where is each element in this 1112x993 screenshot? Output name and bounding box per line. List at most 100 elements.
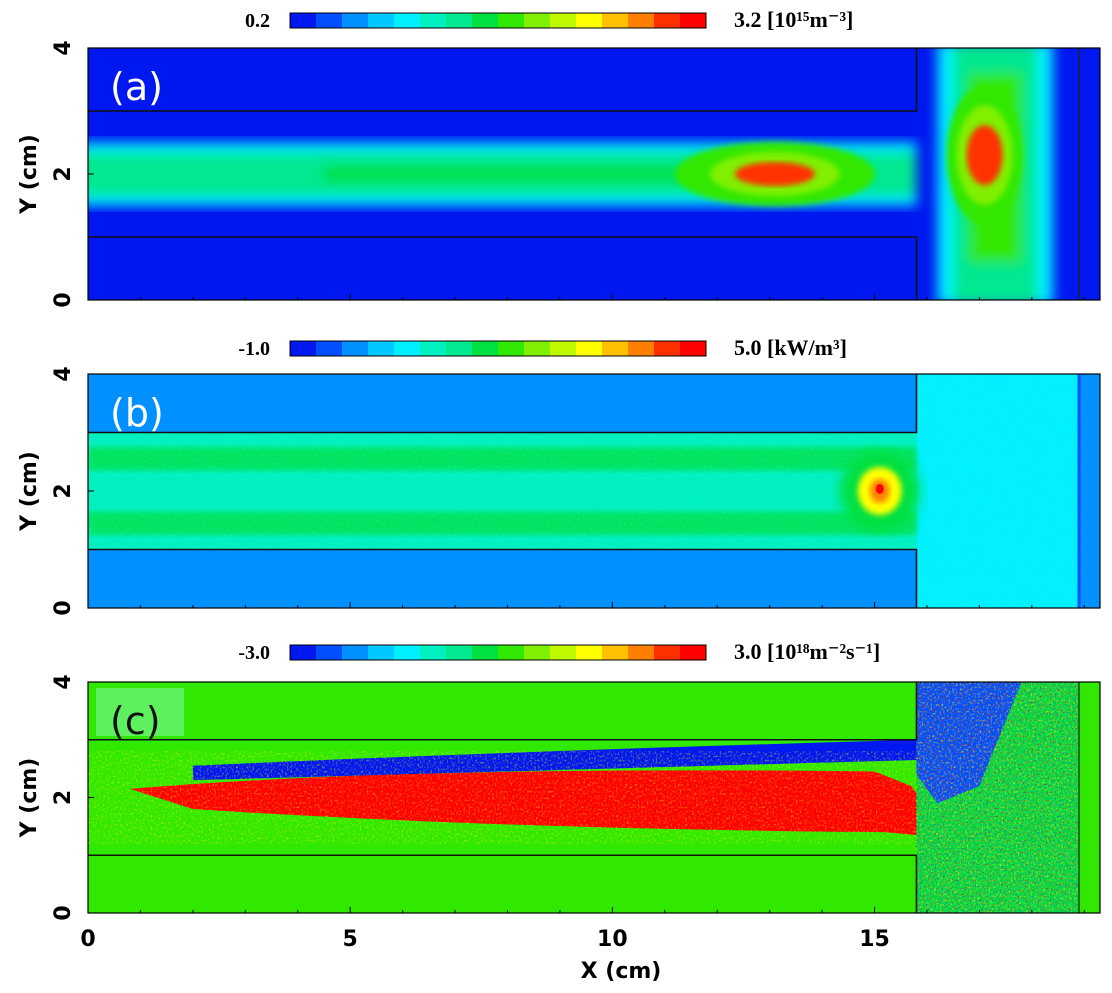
x-tick-label: 5 — [343, 927, 358, 952]
colorbar-swatch — [524, 13, 551, 28]
heating-peak — [839, 451, 920, 531]
panel-a: 0.2 3.2 [10¹⁵m⁻³] (a) Y (cm) 0 2 4 — [17, 7, 1101, 308]
colorbar-swatch — [628, 645, 655, 660]
colorbar-swatch — [368, 341, 395, 356]
colorbar-border — [289, 12, 707, 29]
colorbar-swatch — [576, 13, 603, 28]
colorbar: -1.0 5.0 [kW/m³] — [238, 335, 847, 360]
colorbar-swatch — [602, 13, 629, 28]
colorbar-swatch — [472, 645, 499, 660]
density-peak — [946, 85, 1023, 226]
plume-noise — [916, 374, 1080, 608]
colorbar-swatch — [602, 645, 629, 660]
colorbar-swatch — [498, 341, 525, 356]
panel-label-bg — [96, 688, 184, 736]
colorbar-swatch — [654, 645, 681, 660]
electrode-lower — [88, 855, 917, 913]
panel-label: (a) — [110, 65, 163, 109]
colorbar-swatch — [550, 341, 577, 356]
colorbar-swatch — [576, 645, 603, 660]
x-tick-label: 10 — [597, 927, 628, 952]
colorbar-swatch — [524, 341, 551, 356]
y-tick-label: 4 — [51, 40, 76, 55]
colorbar-swatch — [394, 341, 421, 356]
channel-noise — [88, 751, 917, 844]
panel-c: -3.0 3.0 [10¹⁸m⁻²s⁻¹] (c) Y (cm) 0 2 4 0 5 10 15 X … — [17, 639, 1101, 984]
colorbar-swatch — [368, 13, 395, 28]
plume-noise-red — [916, 682, 1080, 913]
y-tick-label: 2 — [51, 166, 76, 181]
electrode-outline — [88, 548, 918, 608]
channel-noise — [88, 432, 917, 550]
electrode-outline — [88, 682, 918, 741]
electrode-lower — [88, 237, 917, 300]
colorbar: 0.2 3.2 [10¹⁵m⁻³] — [245, 7, 853, 32]
colorbar-swatch — [550, 13, 577, 28]
plot-area — [88, 682, 1100, 913]
y-tick-label: 0 — [51, 600, 76, 615]
x-tick-label: 15 — [859, 927, 890, 952]
colorbar-swatch — [498, 13, 525, 28]
colorbar-swatch — [342, 645, 369, 660]
electrode-outline — [88, 48, 918, 112]
plot-area — [88, 374, 1100, 608]
colorbar-swatch — [628, 13, 655, 28]
colorbar-swatch — [498, 645, 525, 660]
colorbar-swatch — [680, 341, 707, 356]
colorbar-swatch — [290, 13, 317, 28]
y-axis-label: Y (cm) — [17, 134, 42, 215]
electrode-outline — [88, 374, 918, 434]
colorbar-swatch — [342, 341, 369, 356]
colorbar-swatch — [680, 645, 707, 660]
colorbar-min-label: -1.0 — [238, 338, 270, 360]
colorbar-swatch — [368, 645, 395, 660]
x-tick-label: 0 — [80, 927, 95, 952]
colorbar-swatch — [420, 13, 447, 28]
colorbar-swatch — [394, 13, 421, 28]
colorbar-swatch — [420, 341, 447, 356]
panel-label: (c) — [110, 699, 161, 743]
colorbar: -3.0 3.0 [10¹⁸m⁻²s⁻¹] — [238, 639, 880, 664]
colorbar-swatch — [394, 645, 421, 660]
y-tick-label: 4 — [51, 674, 76, 689]
colorbar-swatch — [472, 341, 499, 356]
colorbar-swatch — [290, 341, 317, 356]
electrode-upper — [88, 374, 917, 433]
colorbar-swatch — [550, 645, 577, 660]
colorbar-border — [289, 644, 707, 661]
panel-b: -1.0 5.0 [kW/m³] (b) Y (cm) 0 2 4 — [17, 335, 1101, 616]
colorbar-swatch — [628, 341, 655, 356]
electrode-upper — [88, 682, 917, 740]
x-axis-label: X (cm) — [581, 959, 662, 984]
y-tick-label: 2 — [51, 483, 76, 498]
density-peak — [674, 142, 875, 206]
colorbar-swatch — [420, 645, 447, 660]
colorbar-swatch — [446, 13, 473, 28]
y-tick-label: 2 — [51, 790, 76, 805]
panel-label: (b) — [110, 391, 164, 435]
colorbar-min-label: -3.0 — [238, 642, 270, 664]
electrode-lower — [88, 549, 917, 608]
electrode-outline — [88, 854, 918, 913]
colorbar-min-label: 0.2 — [245, 10, 270, 32]
colorbar-border — [289, 340, 707, 357]
electrode-upper — [88, 48, 917, 111]
y-tick-label: 0 — [51, 292, 76, 307]
colorbar-swatch — [654, 341, 681, 356]
colorbar-max-label: 5.0 [kW/m³] — [734, 335, 847, 360]
electrode-outline — [88, 236, 918, 300]
colorbar-swatch — [316, 13, 343, 28]
y-axis-label: Y (cm) — [17, 758, 42, 839]
colorbar-max-label: 3.2 [10¹⁵m⁻³] — [734, 7, 853, 32]
colorbar-swatch — [472, 13, 499, 28]
colorbar-swatch — [290, 645, 317, 660]
colorbar-swatch — [446, 645, 473, 660]
colorbar-swatch — [576, 341, 603, 356]
colorbar-swatch — [342, 13, 369, 28]
y-tick-label: 0 — [51, 905, 76, 920]
colorbar-swatch — [524, 645, 551, 660]
plot-area — [88, 48, 1100, 300]
y-axis-label: Y (cm) — [17, 451, 42, 532]
colorbar-swatch — [316, 341, 343, 356]
